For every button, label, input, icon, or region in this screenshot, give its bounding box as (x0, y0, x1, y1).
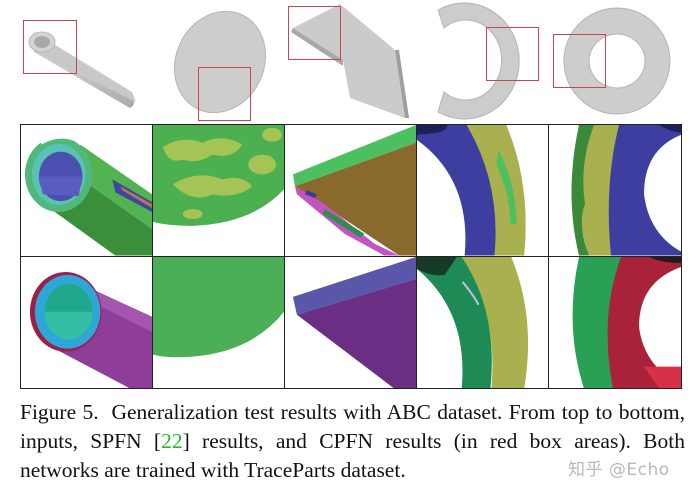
caption-text-part1: Generalization test results with ABC dat… (20, 400, 686, 453)
highlight-box-1 (23, 20, 77, 74)
figure-number: Figure 5. (20, 400, 99, 424)
results-grid (20, 124, 682, 389)
spfn-result-wedge (285, 125, 417, 257)
input-c-ring-shape (437, 2, 520, 120)
caption-text-part2: ] results, and CPFN results (in red box … (20, 429, 685, 482)
input-point-clouds-row (0, 0, 700, 122)
cpfn-result-c-ring (417, 256, 549, 388)
spfn-result-annulus (549, 125, 681, 257)
cpfn-result-wedge (285, 256, 417, 388)
input-tube-shape (28, 31, 136, 108)
spfn-result-tube (21, 125, 153, 257)
zhihu-watermark: 知乎 @Echo (568, 460, 670, 480)
spfn-result-disk (153, 125, 285, 257)
input-wedge-plate-shape (291, 4, 409, 118)
cpfn-result-annulus (549, 256, 681, 388)
highlight-box-4 (486, 27, 539, 81)
highlight-box-3 (288, 6, 341, 60)
citation-link[interactable]: 22 (161, 429, 183, 453)
highlight-box-5 (553, 34, 606, 88)
cpfn-result-disk (153, 256, 285, 388)
figure-caption: Figure 5. Generalization test results wi… (20, 398, 685, 485)
highlight-box-2 (198, 67, 251, 121)
cpfn-result-tube (21, 256, 153, 388)
spfn-result-c-ring (417, 125, 549, 257)
